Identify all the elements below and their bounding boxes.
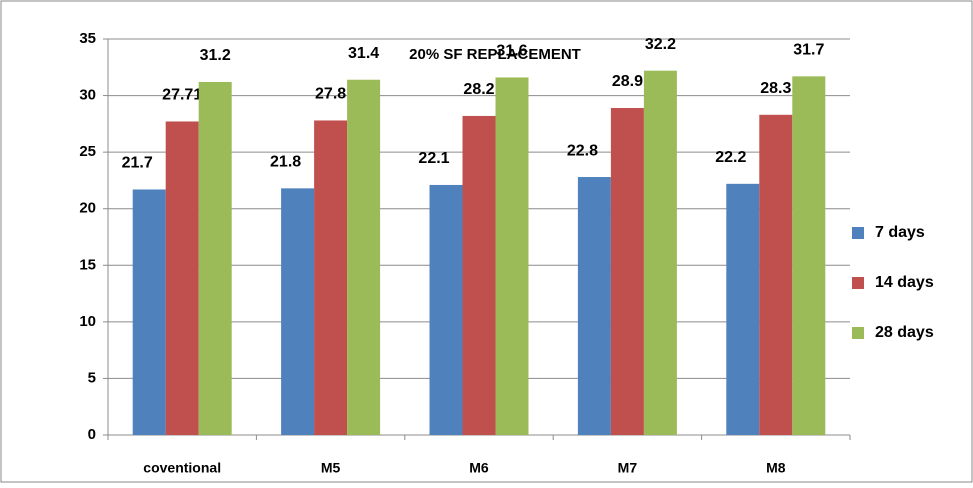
value-label: 31.6	[496, 43, 527, 60]
y-tick-label: 15	[79, 256, 96, 273]
bar	[759, 114, 793, 435]
chart-title: 20% SF REPLACEMENT	[409, 46, 581, 63]
bar	[281, 188, 315, 435]
x-tick-label: M5	[321, 460, 341, 476]
value-label: 22.2	[715, 149, 746, 166]
y-tick-label: 0	[88, 426, 96, 443]
bar	[165, 121, 199, 435]
y-tick-label: 35	[79, 30, 96, 47]
value-label: 28.9	[612, 73, 643, 90]
value-label: 21.8	[270, 154, 301, 171]
y-tick-label: 10	[79, 313, 96, 330]
bar	[610, 108, 644, 435]
y-tick-label: 30	[79, 87, 96, 104]
x-tick-label: coventional	[143, 460, 221, 476]
bar	[314, 120, 348, 435]
bar	[577, 177, 611, 435]
value-label: 28.2	[463, 81, 494, 98]
value-label: 27.71	[162, 87, 202, 104]
x-tick-label: M8	[766, 460, 786, 476]
legend-label: 28 days	[875, 324, 934, 341]
legend-swatch	[852, 327, 864, 339]
value-label: 32.2	[645, 36, 676, 53]
value-label: 22.1	[418, 150, 449, 167]
x-tick-label: M6	[469, 460, 489, 476]
bar	[643, 70, 677, 436]
value-label: 31.4	[348, 45, 379, 62]
value-label: 28.3	[760, 80, 791, 97]
legend-label: 14 days	[875, 274, 934, 291]
bar	[462, 115, 496, 436]
legend-swatch	[852, 277, 864, 289]
bar	[792, 76, 826, 435]
value-label: 21.7	[122, 155, 153, 172]
legend-swatch	[852, 227, 864, 239]
bar	[347, 79, 381, 435]
value-label: 31.2	[200, 47, 231, 64]
y-tick-label: 25	[79, 143, 96, 160]
bar	[726, 183, 760, 435]
value-label: 31.7	[793, 42, 824, 59]
y-tick-label: 5	[88, 369, 96, 386]
bar	[495, 77, 529, 436]
bar	[429, 184, 463, 435]
x-tick-label: M7	[618, 460, 638, 476]
value-label: 22.8	[567, 142, 598, 159]
legend-label: 7 days	[875, 224, 925, 241]
bar	[132, 189, 166, 435]
value-label: 27.8	[315, 86, 346, 103]
bar	[198, 81, 232, 435]
y-tick-label: 20	[79, 200, 96, 217]
